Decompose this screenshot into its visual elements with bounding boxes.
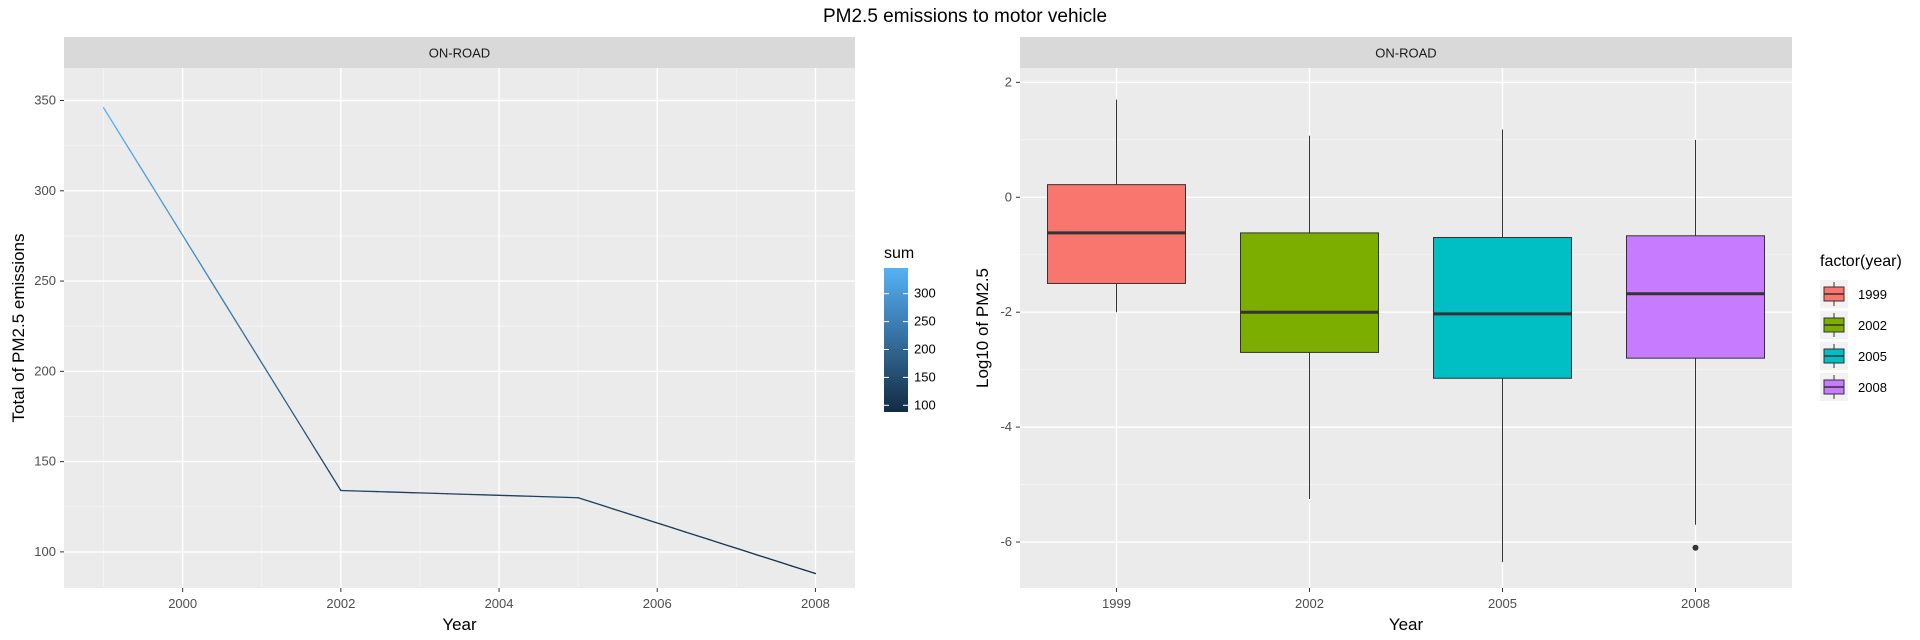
chart-title: PM2.5 emissions to motor vehicle bbox=[823, 6, 1107, 27]
series-line-segment bbox=[577, 497, 591, 503]
boxplot-panel: ON-ROAD -6 -4 -2 0 2 1999 2002 2005 2008 Year Log10… bbox=[973, 37, 1792, 634]
colorbar-tick-label: 300 bbox=[914, 286, 936, 301]
box-outlier-point bbox=[1692, 544, 1699, 551]
series-line-segment bbox=[755, 553, 769, 560]
series-line-segment bbox=[672, 527, 686, 533]
line-chart-panel: ON-ROAD 2000 2002 2004 2006 2008 100 150 200 250 3… bbox=[9, 37, 855, 634]
series-line-segment bbox=[174, 221, 188, 243]
series-line-segment bbox=[767, 557, 781, 563]
series-line-segment bbox=[126, 145, 140, 166]
y-tick-label: 100 bbox=[34, 544, 56, 559]
x-tick-label: 2000 bbox=[168, 596, 197, 611]
series-line-segment bbox=[138, 164, 152, 185]
series-line-segment bbox=[731, 546, 745, 552]
legend-item-label: 1999 bbox=[1858, 287, 1887, 302]
colorbar-tick-label: 200 bbox=[914, 341, 936, 356]
series-line-segment bbox=[791, 565, 805, 571]
y-tick-label: -4 bbox=[1000, 419, 1012, 434]
series-line-segment bbox=[221, 298, 235, 319]
series-line-segment bbox=[185, 241, 200, 262]
series-line-segment bbox=[280, 394, 295, 415]
box-body-2008 bbox=[1626, 235, 1765, 359]
box-body-2005 bbox=[1433, 237, 1572, 379]
box-body-2002 bbox=[1240, 232, 1379, 353]
series-line-segment bbox=[779, 561, 793, 567]
series-line-segment bbox=[743, 550, 757, 556]
series-line-segment bbox=[684, 531, 698, 537]
series-line-segment bbox=[624, 512, 639, 518]
x-tick-label: 2008 bbox=[801, 596, 830, 611]
series-line-segment bbox=[648, 519, 662, 525]
colorbar-tick-label: 100 bbox=[914, 397, 936, 412]
colorbar-legend: sum 100 150 200 250 300 bbox=[884, 245, 936, 412]
series-line-segment bbox=[102, 107, 117, 128]
x-tick-label: 2004 bbox=[485, 596, 514, 611]
colorbar-title: sum bbox=[884, 245, 914, 262]
x-tick-label: 2002 bbox=[326, 596, 355, 611]
series-line-segment bbox=[304, 432, 318, 453]
legend-title: factor(year) bbox=[1820, 253, 1902, 270]
x-axis-title: Year bbox=[442, 615, 477, 634]
legend-item-label: 2008 bbox=[1858, 380, 1887, 395]
series-line-segment bbox=[233, 317, 247, 339]
series-line-segment bbox=[636, 516, 650, 522]
series-line-segment bbox=[292, 413, 306, 434]
panel-background bbox=[64, 68, 855, 588]
y-tick-label: 350 bbox=[34, 93, 56, 108]
y-tick-label: 250 bbox=[34, 273, 56, 288]
series-line-segment bbox=[802, 569, 817, 575]
colorbar-bar bbox=[884, 268, 908, 412]
x-tick-label: 1999 bbox=[1102, 596, 1131, 611]
series-line-segment bbox=[328, 470, 342, 492]
y-tick-label: 0 bbox=[1005, 189, 1012, 204]
series-line-segment bbox=[257, 355, 271, 377]
legend-item-label: 2005 bbox=[1858, 349, 1887, 364]
series-line-segment bbox=[696, 534, 710, 541]
y-tick-label: 2 bbox=[1005, 74, 1012, 89]
series-line-segment bbox=[209, 279, 223, 300]
series-line-segment bbox=[245, 336, 259, 358]
y-tick-label: 200 bbox=[34, 363, 56, 378]
x-axis-title: Year bbox=[1389, 615, 1424, 634]
facet-strip-label: ON-ROAD bbox=[1375, 46, 1436, 61]
series-line-segment bbox=[150, 183, 164, 205]
y-tick-label: 300 bbox=[34, 183, 56, 198]
legend-item-label: 2002 bbox=[1858, 318, 1887, 333]
y-axis-title: Total of PM2.5 emissions bbox=[9, 234, 28, 423]
y-tick-label: -6 bbox=[1000, 534, 1012, 549]
colorbar-tick-label: 250 bbox=[914, 314, 936, 329]
series-line-segment bbox=[601, 504, 615, 510]
series-line-segment bbox=[708, 538, 722, 544]
x-tick-label: 2002 bbox=[1295, 596, 1324, 611]
colorbar-tick-label: 150 bbox=[914, 369, 936, 384]
x-tick-label: 2006 bbox=[643, 596, 672, 611]
facet-strip-label: ON-ROAD bbox=[429, 46, 490, 61]
facet-strip bbox=[1020, 37, 1792, 68]
series-line-segment bbox=[719, 542, 734, 548]
series-line-segment bbox=[316, 451, 330, 473]
boxplot-legend: factor(year) 1999 2002 2005 2008 bbox=[1820, 253, 1902, 401]
y-axis-title: Log10 of PM2.5 bbox=[973, 268, 992, 388]
x-tick-label: 2005 bbox=[1488, 596, 1517, 611]
series-line-segment bbox=[660, 523, 674, 529]
y-tick-label: -2 bbox=[1000, 304, 1012, 319]
series-line-segment bbox=[613, 508, 627, 514]
series-line-segment bbox=[589, 500, 603, 506]
facet-strip bbox=[64, 37, 855, 68]
series-line-segment bbox=[197, 260, 211, 281]
y-tick-label: 150 bbox=[34, 454, 56, 469]
x-tick-label: 2008 bbox=[1681, 596, 1710, 611]
series-line-segment bbox=[162, 202, 176, 224]
series-line-segment bbox=[269, 375, 283, 396]
series-line-segment bbox=[114, 126, 128, 147]
